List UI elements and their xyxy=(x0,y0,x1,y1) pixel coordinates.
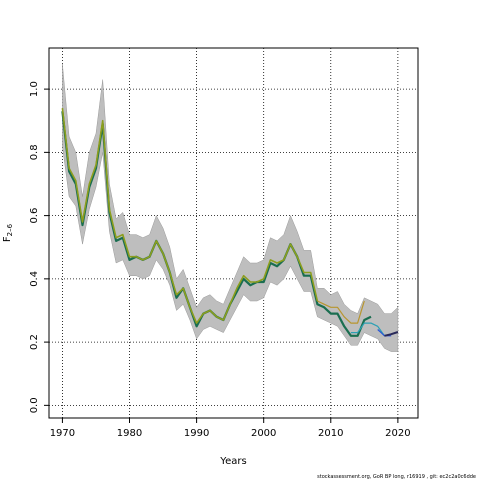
x-tick-label: 2020 xyxy=(385,428,410,439)
confidence-band xyxy=(62,63,399,352)
x-tick-label: 2000 xyxy=(251,428,276,439)
x-tick-label: 1990 xyxy=(184,428,209,439)
x-axis: 1970 1980 1990 2000 2010 2020 xyxy=(50,418,411,439)
x-tick-label: 1980 xyxy=(117,428,142,439)
y-tick-label: 1.0 xyxy=(29,81,40,97)
x-tick-label: 2010 xyxy=(318,428,343,439)
y-tick-label: 0.4 xyxy=(29,271,40,287)
y-axis-title-main: F xyxy=(2,236,13,242)
x-axis-title: Years xyxy=(219,456,246,467)
series-lines xyxy=(61,108,399,337)
x-tick-label: 1970 xyxy=(50,428,75,439)
series-line-2 xyxy=(61,108,319,324)
y-axis-title-subscript: 2–6 xyxy=(6,223,14,236)
series-line-6 xyxy=(384,331,399,337)
series-line-4 xyxy=(350,322,385,337)
y-axis: 0.0 0.2 0.4 0.6 0.8 1.0 xyxy=(29,81,49,413)
footer-credit: stockassessment.org, GoR BP long, r16919… xyxy=(317,474,476,480)
band-area xyxy=(62,63,399,352)
y-tick-label: 0.6 xyxy=(29,208,40,224)
plot-frame xyxy=(48,47,419,419)
series-line-3 xyxy=(317,300,365,324)
y-tick-label: 0.0 xyxy=(29,397,40,413)
y-tick-label: 0.2 xyxy=(29,334,40,350)
y-axis-title: F2–6 xyxy=(2,223,14,242)
y-tick-label: 0.8 xyxy=(29,144,40,160)
